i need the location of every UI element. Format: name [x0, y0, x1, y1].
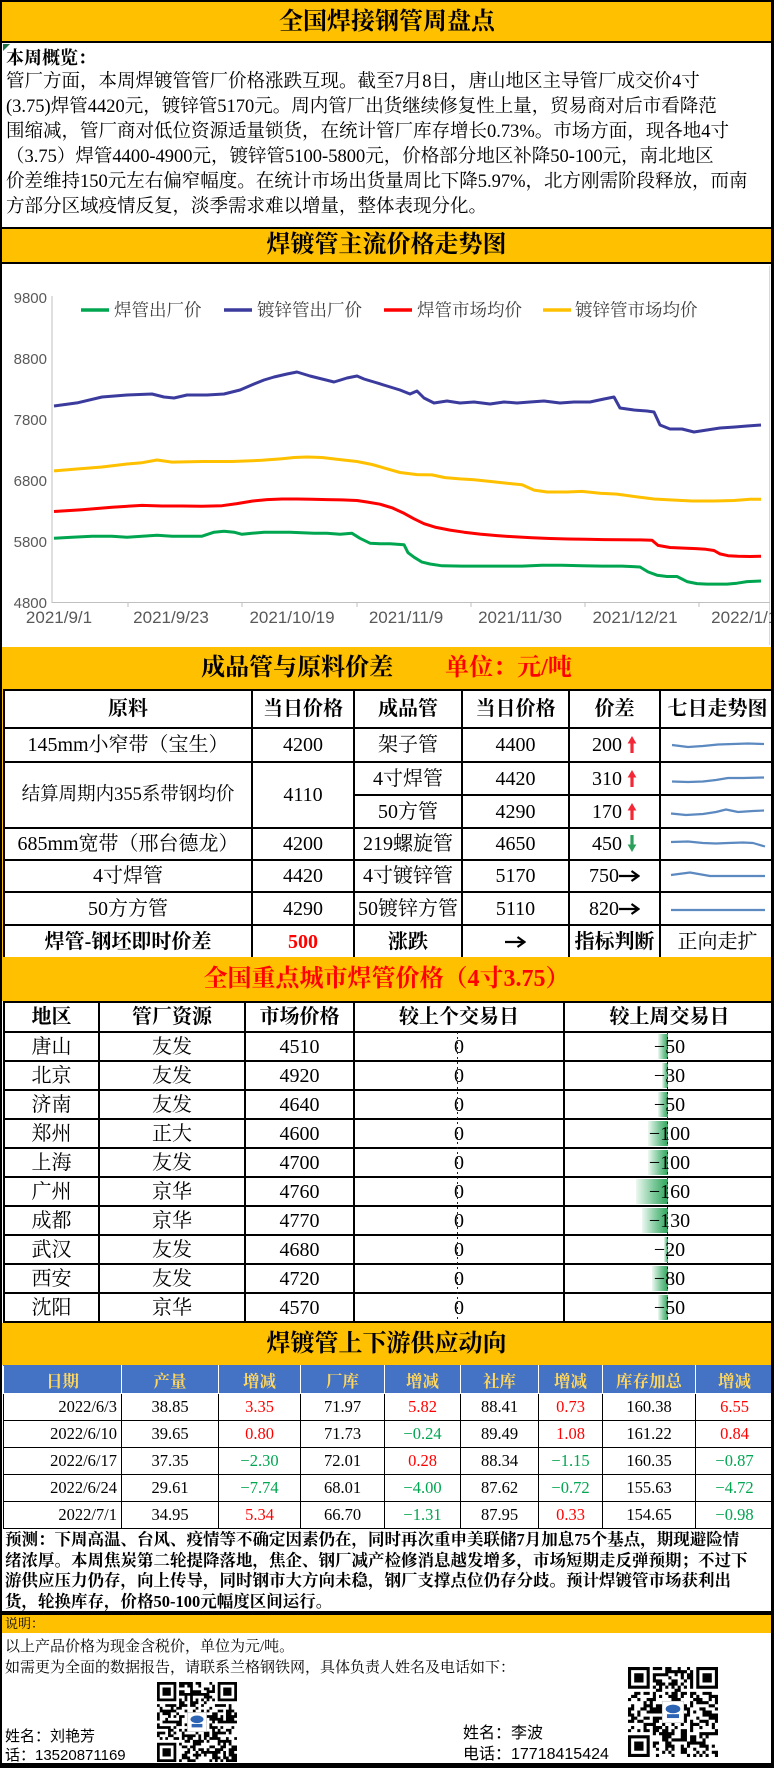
svg-text:2021/11/9: 2021/11/9 [369, 608, 443, 627]
svg-text:镀锌管市场均价: 镀锌管市场均价 [575, 300, 698, 320]
svg-text:4800: 4800 [14, 595, 47, 612]
svg-text:焊管出厂价: 焊管出厂价 [114, 300, 202, 320]
svg-text:9800: 9800 [14, 290, 47, 307]
svg-text:2021/12/21: 2021/12/21 [592, 608, 677, 627]
svg-text:2021/11/30: 2021/11/30 [478, 608, 562, 627]
svg-text:2021/9/23: 2021/9/23 [133, 608, 209, 627]
svg-text:镀锌管出厂价: 镀锌管出厂价 [257, 300, 362, 320]
svg-text:2021/10/19: 2021/10/19 [249, 608, 334, 627]
svg-text:6800: 6800 [14, 473, 47, 490]
svg-text:8800: 8800 [14, 351, 47, 368]
svg-text:5800: 5800 [14, 534, 47, 551]
svg-text:2021/9/1: 2021/9/1 [26, 608, 92, 627]
svg-text:7800: 7800 [14, 412, 47, 429]
svg-text:2022/1/12: 2022/1/12 [711, 608, 773, 627]
svg-text:焊管市场均价: 焊管市场均价 [417, 300, 522, 320]
